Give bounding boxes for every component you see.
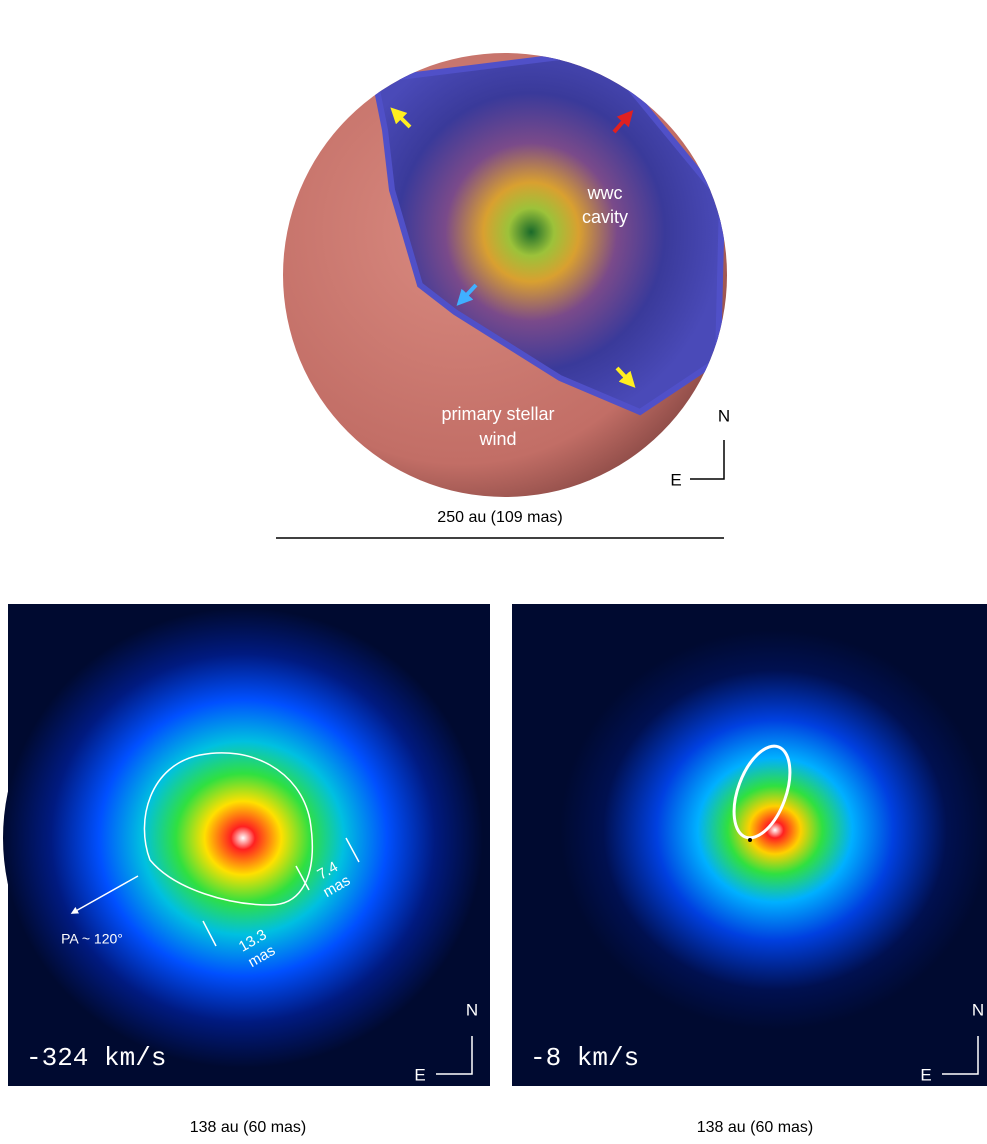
compass-north: N — [972, 1000, 984, 1019]
pa-label: PA ~ 120° — [61, 931, 123, 947]
compass-north: N — [466, 1000, 478, 1019]
arrows — [390, 107, 636, 388]
scale-label: 138 au (60 mas) — [697, 1119, 814, 1136]
left-panel: PA ~ 120° 13.3 mas 7.4 mas -324 km/s N E… — [3, 604, 490, 1136]
emission — [3, 608, 483, 1068]
scale-label: 138 au (60 mas) — [190, 1119, 307, 1136]
cavity-label: wwc — [587, 183, 623, 203]
velocity-label: -324 km/s — [26, 1043, 166, 1073]
compass-east: E — [414, 1065, 425, 1084]
right-panel: -8 km/s N E 138 au (60 mas) — [512, 604, 987, 1136]
top-panel: wwc cavity primary stellar wind N E 250 … — [276, 53, 730, 539]
emission — [560, 630, 987, 1030]
compass-east: E — [920, 1065, 931, 1084]
cavity-label: cavity — [582, 207, 628, 227]
compass — [436, 1036, 473, 1075]
wind-label: primary stellar — [441, 404, 554, 424]
contour — [732, 744, 792, 840]
scale-label: 250 au (109 mas) — [437, 509, 562, 526]
wwc-cavity — [371, 53, 726, 416]
compass — [690, 440, 725, 480]
pa-arrow — [70, 875, 139, 914]
axis-ticks — [202, 837, 360, 947]
compass — [942, 1036, 979, 1075]
wind-label: wind — [478, 429, 516, 449]
contour — [143, 752, 313, 906]
star — [748, 838, 752, 842]
compass-north: N — [718, 406, 730, 425]
compass-east: E — [670, 470, 681, 489]
velocity-label: -8 km/s — [530, 1043, 639, 1073]
